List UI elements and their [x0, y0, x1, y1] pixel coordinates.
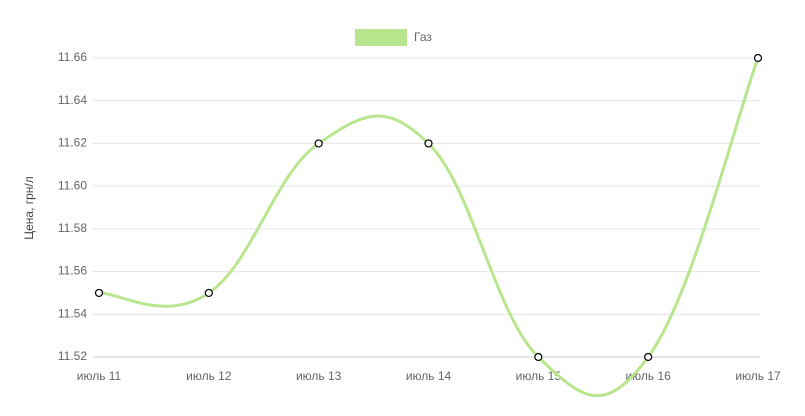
point	[94, 288, 104, 298]
point	[314, 139, 323, 148]
x-tick-label: июль 17	[735, 369, 781, 383]
x-tick-label: июль 11	[77, 369, 122, 383]
y-tick-label: 11.60	[58, 178, 87, 192]
point	[644, 352, 653, 362]
y-tick-label: 11.58	[58, 221, 87, 235]
x-tick-label: июль 13	[296, 369, 342, 383]
point	[753, 53, 763, 63]
y-tick-label: 11.54	[58, 306, 87, 320]
x-tick-label: июль 12	[186, 369, 232, 383]
y-axis-title: Цена, грн/л	[22, 176, 36, 240]
point	[424, 139, 433, 148]
x-tick-label: июль 15	[516, 369, 562, 383]
legend-swatch	[355, 29, 407, 46]
legend-label: Газ	[414, 30, 432, 44]
point	[204, 288, 213, 298]
y-tick-label: 11.52	[58, 349, 87, 363]
y-tick-label: 11.64	[58, 93, 87, 107]
y-tick-label: 11.56	[58, 264, 87, 278]
line	[98, 57, 760, 398]
y-tick-label: 11.62	[58, 136, 87, 150]
point	[534, 352, 543, 362]
x-tick-label: июль 14	[406, 369, 452, 383]
y-tick-label: 11.66	[58, 50, 87, 64]
